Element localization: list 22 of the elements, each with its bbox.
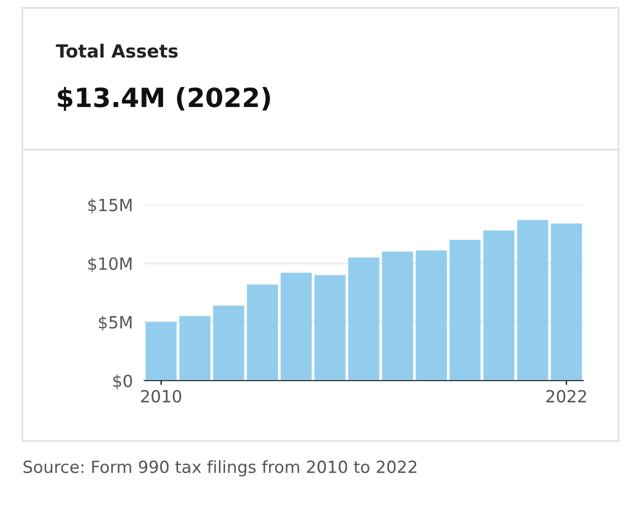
source-note: Source: Form 990 tax filings from 2010 to 2022 (24, 460, 416, 476)
x-tick-label: 2022 (546, 390, 586, 403)
bar (450, 240, 481, 381)
y-tick-label: $0 (113, 374, 132, 390)
y-tick-label: $10M (88, 257, 132, 272)
bar (483, 230, 514, 381)
bar (146, 322, 177, 381)
bar (348, 258, 380, 381)
x-tick-label: 2010 (141, 390, 182, 403)
bar (246, 284, 278, 381)
bar (314, 275, 346, 381)
chart-subtitle: $13.4M (2022) (58, 86, 270, 111)
bar (213, 306, 244, 381)
bar (416, 250, 447, 381)
chart-title: Total Assets (56, 44, 178, 58)
y-tick-label: $5M (98, 316, 132, 331)
bar (550, 224, 582, 381)
bar (382, 252, 414, 381)
bar (517, 220, 548, 381)
y-tick-label: $15M (88, 198, 132, 214)
bar (179, 316, 210, 381)
bar (280, 272, 312, 381)
